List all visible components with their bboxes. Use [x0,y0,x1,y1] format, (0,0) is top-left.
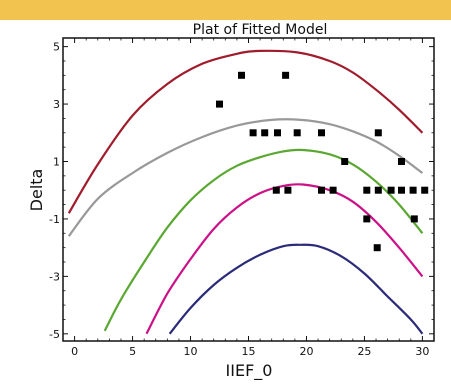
fitted-curve-5 [168,243,424,335]
fitted-curve-3 [103,148,424,332]
data-point [274,129,281,137]
data-point [329,186,337,194]
data-point [249,129,257,137]
data-point [238,71,245,79]
x-axis-title: IIEF_0 [226,361,273,381]
y-tick-label: -5 [49,328,60,341]
data-point [284,186,292,194]
x-tick-label: 5 [129,345,136,358]
data-point [387,186,395,194]
x-tick-label: 20 [299,345,313,358]
data-point [409,186,417,194]
y-tick-label: 3 [53,98,60,111]
data-point [363,215,371,223]
x-tick-label: 10 [184,345,198,358]
data-points [216,71,429,252]
data-point [410,215,418,223]
fitted-curve-1 [67,49,424,214]
data-point [398,158,405,165]
y-tick-label: 5 [53,41,60,54]
y-tick-label: -1 [49,213,60,226]
data-point [398,186,405,194]
chart-title: Plat of Fitted Model [193,22,328,38]
data-point [318,186,325,194]
data-point [216,100,223,108]
fitted-curve-2 [67,118,424,237]
data-point [421,186,429,194]
fitted-curve-4 [145,183,424,335]
x-tick-label: 0 [71,345,78,358]
y-tick-label: -3 [49,270,60,283]
data-point [374,186,382,194]
data-point [373,244,381,252]
fitted-curves [67,49,424,335]
x-tick-label: 30 [415,345,429,358]
x-tick-label: 15 [242,345,256,358]
data-point [341,158,349,165]
data-point [374,129,382,137]
x-tick-label: 25 [357,345,371,358]
y-axis-title: Delta [27,169,46,212]
axis-ticks: 0 5 10 15 20 25 30 5 3 1 -1 -3 -5 [49,38,434,358]
top-color-band [0,0,451,20]
data-point [261,129,269,137]
data-point [282,71,290,79]
y-tick-label: 1 [53,155,60,168]
data-point [293,129,301,137]
data-point [272,186,280,194]
data-point [363,186,371,194]
data-point [318,129,325,137]
